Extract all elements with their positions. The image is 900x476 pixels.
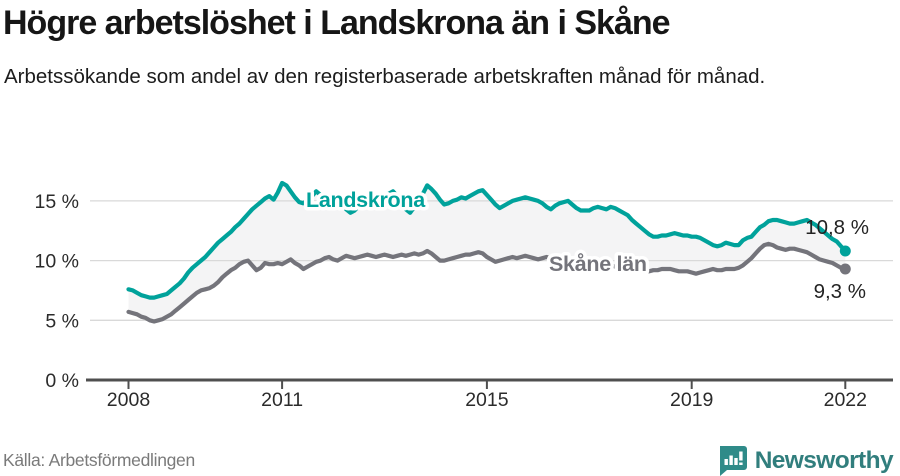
series-line-landskrona — [126, 180, 848, 300]
x-tick-label-2015: 2015 — [465, 389, 509, 411]
chart-header: Högre arbetslöshet i Landskrona än i Skå… — [3, 0, 893, 94]
series-label-skane-lan: Skåne län — [549, 252, 647, 276]
y-tick-label-10: 10 % — [35, 251, 79, 273]
end-value-label-skane-lan: 9,3 % — [814, 280, 866, 303]
chart-footer: Källa: Arbetsförmedlingen Newsworthy — [3, 445, 897, 476]
x-tick-label-2022: 2022 — [824, 389, 867, 411]
fill-between-series — [128, 183, 846, 322]
series-line-skane-lan — [126, 241, 848, 324]
series-end-dot-skane-lan — [839, 263, 851, 275]
newsworthy-bubble-chart-icon — [719, 446, 747, 476]
brand-name: Newsworthy — [754, 446, 894, 474]
series-label-landskrona: Landskrona — [306, 188, 426, 212]
y-tick-label-0: 0 % — [45, 370, 79, 392]
x-tick-label-2011: 2011 — [261, 389, 303, 411]
newsworthy-logo[interactable]: Newsworthy — [717, 445, 894, 476]
page-subtitle: Arbetssökande som andel av den registerb… — [4, 65, 766, 88]
series-label-halo-skane-lan: Skåne län — [549, 252, 647, 276]
end-value-label-landskrona: 10,8 % — [805, 216, 869, 239]
y-tick-label-5: 5 % — [45, 310, 79, 332]
page-title: Högre arbetslöshet i Landskrona än i Skå… — [3, 4, 671, 42]
series-end-dot-landskrona — [839, 245, 851, 257]
x-tick-label-2019: 2019 — [670, 389, 713, 411]
source-note: Källa: Arbetsförmedlingen — [3, 450, 195, 470]
x-tick-label-2008: 2008 — [107, 389, 150, 411]
series-label-halo-landskrona: Landskrona — [306, 188, 426, 212]
y-tick-label-15: 15 % — [35, 191, 79, 213]
